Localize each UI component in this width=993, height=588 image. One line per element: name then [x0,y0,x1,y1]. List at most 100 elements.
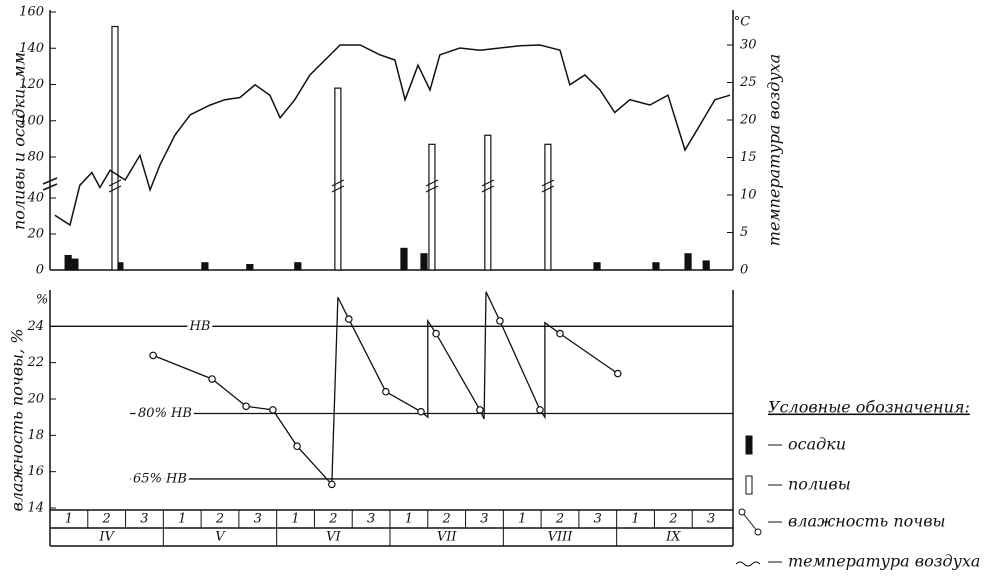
bar [420,253,428,271]
bar [201,262,209,271]
decade-label: 1 [518,512,526,527]
legend-label: поливы [788,475,851,494]
y2-tick-label: 5 [740,225,748,240]
frame [42,10,734,547]
bar [652,262,660,271]
decade-label: 2 [555,512,564,527]
temperature-line [54,44,731,227]
month-label: V [215,530,226,545]
bar [702,260,710,271]
moisture-point [496,317,504,325]
y-tick-label: 160 [19,5,44,20]
bar [544,143,552,271]
bar [111,25,119,271]
y-unit: % [36,293,48,308]
y-axis-title: влажность почвы, % [8,329,27,512]
bar-break [541,179,555,193]
moisture-line [152,291,619,487]
decade-label: 2 [328,512,337,527]
bar [64,255,72,271]
bar-break [331,179,345,193]
legend-swatch [745,435,753,455]
bar [334,87,342,271]
y-axis-title: поливы и осадки, мм [10,52,29,230]
month-label: VIII [548,530,574,545]
moisture-point [269,406,277,414]
decade-label: 3 [254,512,262,527]
decade-label: 1 [291,512,299,527]
y2-tick-label: 15 [740,150,757,165]
decade-label: 1 [178,512,186,527]
moisture-point [556,329,564,338]
y2-tick-label: 20 [739,113,757,128]
moisture-point [328,480,336,489]
y-tick-label: 80 [27,150,44,165]
bar-break [481,179,495,193]
bar [684,253,692,271]
month-label: VI [326,530,341,545]
decade-label: 1 [65,512,73,527]
decade-label: 3 [480,512,488,527]
bar-break [425,179,439,193]
decade-label: 2 [102,512,111,527]
moisture-point [345,315,353,323]
y-tick-label: 0 [36,263,44,278]
moisture-point [613,369,622,378]
decade-label: 1 [631,512,639,527]
bar [428,143,436,271]
y-tick-label: 40 [26,191,44,206]
y-tick-label: 20 [26,227,44,242]
month-label: IV [98,530,115,545]
moisture-point [536,406,544,414]
y-tick-label: 22 [26,355,44,370]
y-tick-label: 140 [19,41,44,56]
y-tick-label: 20 [26,392,44,407]
decade-label: 2 [215,512,224,527]
decade-label: 2 [442,512,451,527]
y-tick-label: 18 [27,428,44,443]
legend-label: температура воздуха [788,552,980,571]
legend-swatch [741,511,759,533]
decade-label: 2 [668,512,677,527]
bar [71,258,79,271]
y-tick-label: 24 [26,319,44,334]
y-tick-label: 120 [19,77,44,92]
decade-label: 3 [594,512,602,527]
y-tick-label: 14 [27,501,44,516]
y2-axis-title: температура воздуха [765,54,784,246]
legend-swatch [735,561,761,567]
decade-label: 3 [707,512,715,527]
bar [593,262,601,271]
moisture-point [293,442,301,451]
bar [294,262,302,271]
decade-label: 3 [140,512,148,527]
y2-unit: °С [734,15,751,30]
moisture-point [382,387,390,396]
decade-label: 1 [405,512,413,527]
moisture-point [432,329,440,338]
legend-swatch [745,475,753,495]
reference-label: 80% НВ [138,406,192,421]
moisture-point [149,351,157,360]
legend-label: влажность почвы [788,512,946,531]
legend-swatch [754,528,762,536]
bar [400,247,408,271]
bar [484,134,492,271]
legend-swatch [738,508,746,516]
moisture-point [242,402,250,411]
y-tick-label: 100 [19,113,44,128]
legend-title: Условные обозначения: [768,398,970,417]
bar [246,264,254,271]
moisture-point [476,406,484,414]
reference-label: 65% НВ [133,471,187,486]
y-tick-label: 16 [27,464,44,479]
bar-break [108,179,122,193]
y2-tick-label: 25 [739,75,757,90]
y2-tick-label: 30 [740,38,757,53]
month-label: IX [665,530,681,545]
moisture-point [208,375,216,383]
moisture-point [417,407,425,416]
legend-label: осадки [788,435,846,454]
decade-label: 3 [367,512,375,527]
